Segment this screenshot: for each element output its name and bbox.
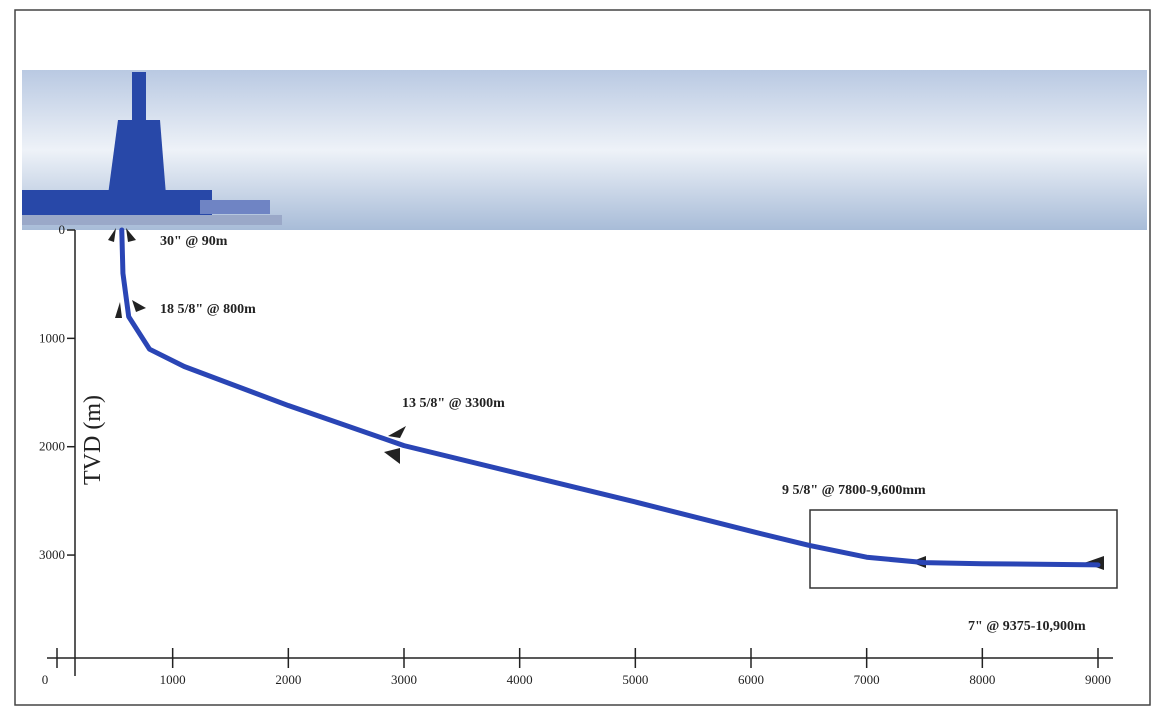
x-tick-label: 6000 xyxy=(738,672,764,687)
y-axis-label: TVD (m) xyxy=(80,395,106,485)
y-tick-label: 0 xyxy=(59,222,66,237)
y-tick-label: 1000 xyxy=(39,330,65,345)
x-tick-label: 5000 xyxy=(622,672,648,687)
y-tick-label: 3000 xyxy=(39,547,65,562)
x-tick-label: 7000 xyxy=(854,672,880,687)
annotation: 13 5/8" @ 3300m xyxy=(402,396,505,411)
chart: TVD (m) 30" @ 90m 18 5/8" @ 800m 13 5/8"… xyxy=(0,0,1158,714)
x-tick-label: 1000 xyxy=(160,672,186,687)
annotation: 9 5/8" @ 7800-9,600mm xyxy=(782,483,926,498)
x-tick-label: 3000 xyxy=(391,672,417,687)
annotation: 7" @ 9375-10,900m xyxy=(968,619,1086,634)
x-tick-label: 2000 xyxy=(275,672,301,687)
x-tick-label: 9000 xyxy=(1085,672,1111,687)
x-tick-label: 0 xyxy=(42,672,49,687)
annotation: 18 5/8" @ 800m xyxy=(160,302,256,317)
x-tick-label: 8000 xyxy=(969,672,995,687)
annotation: 30" @ 90m xyxy=(160,234,228,249)
y-tick-label: 2000 xyxy=(39,439,65,454)
x-tick-label: 4000 xyxy=(507,672,533,687)
